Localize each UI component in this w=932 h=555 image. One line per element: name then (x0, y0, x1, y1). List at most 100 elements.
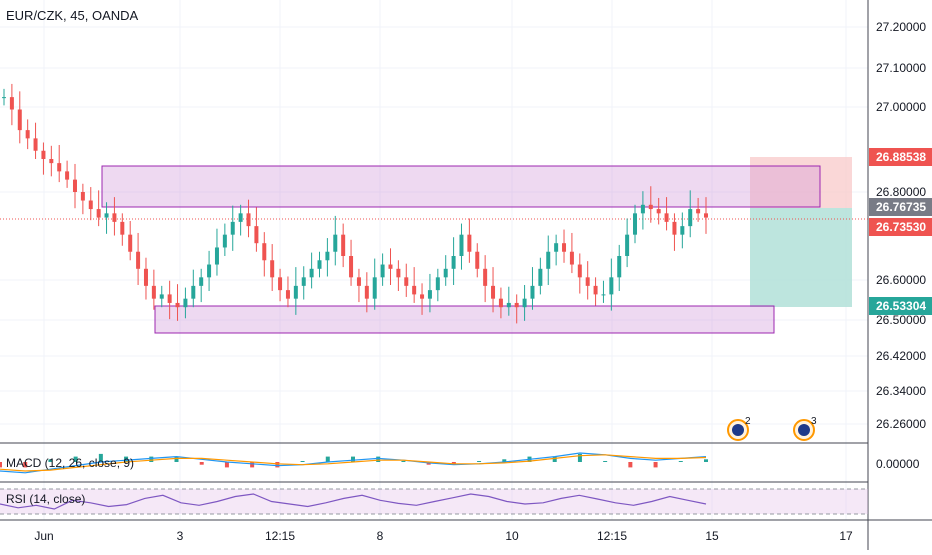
candle (96, 190, 101, 227)
candle-body (41, 150, 46, 159)
macd-bar (325, 456, 330, 462)
candle (199, 268, 204, 303)
time-tick-label: 12:15 (597, 529, 627, 543)
candle (128, 221, 133, 261)
candle (325, 238, 330, 277)
macd-bar (628, 462, 633, 468)
candle (159, 285, 164, 308)
candle (246, 199, 251, 238)
macd-bar (678, 461, 683, 462)
candle-body (364, 285, 369, 299)
candle (262, 232, 267, 277)
macd-bar (23, 462, 28, 468)
candle-body (451, 256, 456, 269)
candle (388, 248, 393, 286)
candle (151, 269, 156, 310)
candle-body (88, 200, 93, 210)
candle (214, 228, 219, 276)
candle (696, 197, 701, 222)
candle-body (633, 213, 638, 235)
candle (522, 285, 527, 321)
candle-body (341, 234, 346, 256)
candle-body (17, 109, 22, 131)
macd-bar (502, 459, 507, 462)
candle-body (625, 234, 630, 256)
candle (656, 197, 661, 225)
time-tick-label: 10 (505, 529, 519, 543)
price-label-bg (869, 297, 932, 315)
candle-body (498, 298, 503, 308)
candle-body (530, 285, 535, 299)
candle (459, 223, 464, 270)
macd-bar (174, 456, 179, 462)
candle-body (601, 294, 606, 296)
candle-body (704, 213, 708, 218)
candle-body (9, 97, 14, 110)
price-axis[interactable]: 27.20000 27.10000 27.00000 26.80000 26.60000… (876, 20, 926, 431)
candle-body (72, 179, 77, 192)
candle-body (380, 264, 385, 278)
candle-body (412, 285, 417, 295)
price-tick-label: 26.26000 (876, 417, 926, 431)
candle-body (309, 268, 314, 278)
rsi-line (0, 493, 707, 510)
time-axis[interactable]: Jun 3 12:15 8 10 12:15 15 17 (34, 529, 853, 543)
candle (412, 267, 417, 303)
macd-bar (401, 461, 406, 462)
candle-body (214, 247, 219, 265)
macd-bar (351, 456, 355, 462)
candle-body (285, 290, 290, 299)
candle (483, 255, 488, 303)
macd-bar (603, 461, 608, 462)
candle-body (648, 204, 653, 210)
candle-body (435, 277, 440, 291)
price-tick-label: 26.60000 (876, 273, 926, 287)
candle-body (522, 298, 527, 308)
rsi-label[interactable]: RSI (14, close) (6, 492, 86, 506)
price-label-last: 26.73530 (869, 218, 932, 236)
candle (688, 190, 693, 238)
candle-body (546, 251, 551, 269)
macd-label[interactable]: MACD (12, 26, close, 9) (6, 456, 135, 470)
candle-body (246, 213, 251, 227)
symbol-title: EUR/CZK, 45, OANDA (6, 8, 139, 23)
price-tick-label: 26.42000 (876, 349, 926, 363)
earnings-icon-core (798, 424, 810, 436)
candle (617, 244, 622, 291)
candle (278, 268, 283, 302)
candle (404, 263, 409, 297)
candle (562, 229, 567, 263)
candle-body (25, 130, 30, 139)
candle (372, 258, 377, 310)
time-tick-label: Jun (34, 529, 53, 543)
candle-body (191, 285, 196, 299)
candle-body (317, 260, 322, 269)
price-label-text: 26.76735 (876, 200, 926, 214)
candle-body (333, 234, 338, 252)
resistance-zone[interactable] (101, 165, 821, 208)
support-zone[interactable] (154, 305, 775, 334)
event-badge-1[interactable]: 2 (727, 416, 751, 441)
candle-body (33, 138, 38, 151)
candle-body (680, 226, 685, 235)
take-profit-zone[interactable] (750, 208, 852, 307)
price-label-bg (869, 218, 932, 236)
macd-bar (577, 453, 582, 462)
candle-body (183, 298, 188, 308)
candle-body (696, 209, 701, 214)
event-badge-2[interactable]: 3 (793, 416, 817, 441)
candle-body (293, 285, 298, 299)
candle (467, 218, 472, 263)
macd-bar (275, 462, 280, 468)
candle (609, 258, 614, 311)
price-labels: 26.88538 26.76735 26.73530 26.53304 (869, 148, 932, 315)
candle (680, 212, 685, 249)
price-label-text: 26.88538 (876, 150, 926, 164)
candle (33, 122, 38, 159)
candle-body (65, 171, 70, 180)
candle-body (372, 277, 377, 299)
candle-body (656, 209, 661, 214)
candle (648, 186, 653, 223)
candle (120, 213, 125, 246)
